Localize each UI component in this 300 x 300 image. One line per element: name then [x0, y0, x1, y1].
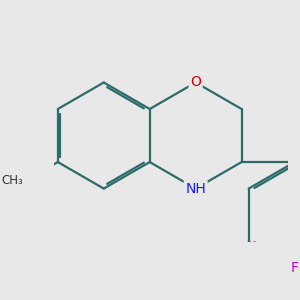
Text: CH₃: CH₃ [1, 174, 23, 187]
Text: NH: NH [185, 182, 206, 196]
Text: F: F [291, 261, 298, 275]
Text: O: O [190, 76, 201, 89]
